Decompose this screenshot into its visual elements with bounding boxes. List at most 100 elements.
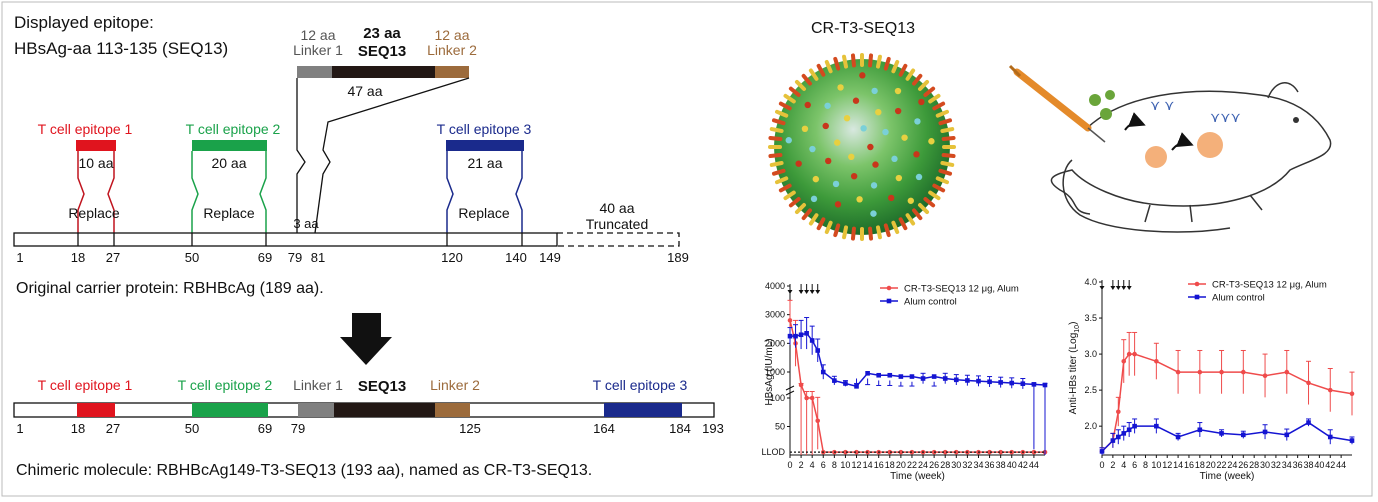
- syringe-plunger: [1008, 64, 1022, 78]
- y-tick-label: 3.5: [1084, 313, 1097, 323]
- seq13-label: SEQ13: [358, 43, 406, 60]
- data-point: [931, 374, 937, 379]
- capsid-spike: [795, 160, 802, 167]
- original-tick: 18: [71, 250, 85, 265]
- dose-arrow-head: [798, 290, 804, 294]
- x-tick-label: 16: [874, 460, 884, 470]
- epitope3-connector: [446, 151, 523, 233]
- gap-length-label: 3 aa: [293, 216, 319, 231]
- axis-break-mark: [785, 390, 795, 396]
- anti-hbs-chart: 0 2 4 6 8 10 12 14 16 18 20 22 24 26 28 30 32 34 36 38 40 42 4…: [1068, 277, 1355, 482]
- x-tick-label: 28: [1249, 460, 1259, 470]
- insert-seq13-bar: [332, 66, 435, 78]
- x-tick-label: 18: [1195, 460, 1205, 470]
- axis-break-mark: [785, 385, 795, 391]
- data-point: [1121, 431, 1127, 436]
- x-tick-label: 40: [1007, 460, 1017, 470]
- x-tick-label: 8: [832, 460, 837, 470]
- capsid-spike: [785, 137, 792, 144]
- linker1-length: 12 aa: [300, 27, 335, 43]
- chimeric-linker2-segment: [435, 403, 470, 417]
- dose-arrow-head: [1115, 286, 1121, 290]
- y-tick-label: 1000: [765, 367, 785, 377]
- capsid-spike: [794, 202, 807, 215]
- chimeric-tick: 79: [291, 421, 305, 436]
- vaccine-particle-icon: [1089, 94, 1101, 106]
- capsid-spike: [794, 79, 807, 92]
- capsid-spike: [891, 220, 900, 234]
- capsid-spike: [907, 197, 914, 204]
- data-point: [1110, 438, 1116, 443]
- capsid-spike: [769, 127, 784, 134]
- capsid-spike: [809, 145, 816, 153]
- original-caption: Original carrier protein: RBHBcAg (189 a…: [16, 280, 324, 297]
- capsid-spike: [928, 93, 941, 104]
- capsid-spike: [898, 63, 908, 77]
- chimeric-tick: 184: [669, 421, 691, 436]
- chimeric-tick: 193: [702, 421, 724, 436]
- truncated-length: 40 aa: [599, 200, 634, 216]
- x-tick-label: 20: [1206, 460, 1216, 470]
- data-point: [1154, 423, 1159, 429]
- mouse-legs: [1144, 194, 1263, 223]
- data-point: [965, 378, 970, 383]
- x-tick-label: 40: [1314, 460, 1324, 470]
- capsid-spike: [941, 135, 956, 141]
- data-point: [1009, 380, 1015, 386]
- x-tick-label: 38: [1304, 460, 1314, 470]
- legend-label: Alum control: [1212, 293, 1265, 304]
- replace-label-1: Replace: [68, 205, 120, 221]
- replace-label-3: Replace: [458, 205, 510, 221]
- x-tick-label: 6: [1132, 460, 1137, 470]
- data-point: [898, 374, 904, 379]
- capsid-spike: [923, 197, 936, 208]
- y-tick-label: 2.5: [1084, 385, 1097, 395]
- data-point: [815, 348, 821, 353]
- chimeric-linker1-label: Linker 1: [293, 377, 343, 393]
- capsid-spike: [894, 87, 902, 95]
- capsid-spike: [816, 217, 826, 231]
- data-point: [1126, 427, 1132, 433]
- data-point: [954, 377, 959, 383]
- x-tick-label: 24: [918, 460, 928, 470]
- capsid-spike: [901, 134, 908, 141]
- capsid-spike: [932, 183, 946, 193]
- dose-arrow-head: [1110, 286, 1116, 290]
- capsid-spike: [848, 153, 855, 161]
- capsid-spike: [824, 60, 833, 74]
- capsid-spike: [868, 226, 874, 241]
- cell-icon: [1197, 132, 1223, 158]
- x-tick-label: 8: [1143, 460, 1148, 470]
- capsid-spike: [914, 118, 921, 125]
- capsid-spike: [941, 153, 956, 159]
- data-point: [1031, 449, 1037, 455]
- y-tick-label: 2000: [765, 338, 785, 348]
- data-point: [887, 449, 893, 455]
- capsid-spike: [935, 176, 949, 185]
- capsid-spike: [801, 208, 812, 221]
- data-point: [787, 318, 793, 323]
- x-tick-label: 36: [985, 460, 995, 470]
- data-point: [1154, 358, 1159, 364]
- data-point: [865, 371, 870, 376]
- original-tick: 27: [106, 250, 120, 265]
- y-tick-label: 4.0: [1084, 277, 1097, 287]
- capsid-spike: [859, 72, 866, 79]
- data-point: [876, 372, 881, 378]
- epitope2-title: T cell epitope 2: [186, 121, 281, 137]
- displayed-epitope-subtitle: HBsAg-aa 113-135 (SEQ13): [14, 39, 228, 58]
- epitope1-length: 10 aa: [78, 155, 113, 171]
- chimeric-linker2-label: Linker 2: [430, 377, 480, 393]
- replaced-region-borders: [77, 233, 523, 246]
- capsid-spike: [810, 195, 818, 203]
- displayed-epitope-title: Displayed epitope:: [14, 13, 154, 32]
- data-point: [1219, 369, 1224, 375]
- data-point: [1241, 432, 1246, 438]
- x-axis-title: Time (week): [890, 471, 945, 482]
- legend-marker: [1194, 281, 1200, 287]
- data-point: [798, 382, 804, 388]
- llod-label: LLOD: [761, 447, 785, 457]
- capsid-spike: [912, 73, 923, 86]
- data-point: [843, 381, 848, 386]
